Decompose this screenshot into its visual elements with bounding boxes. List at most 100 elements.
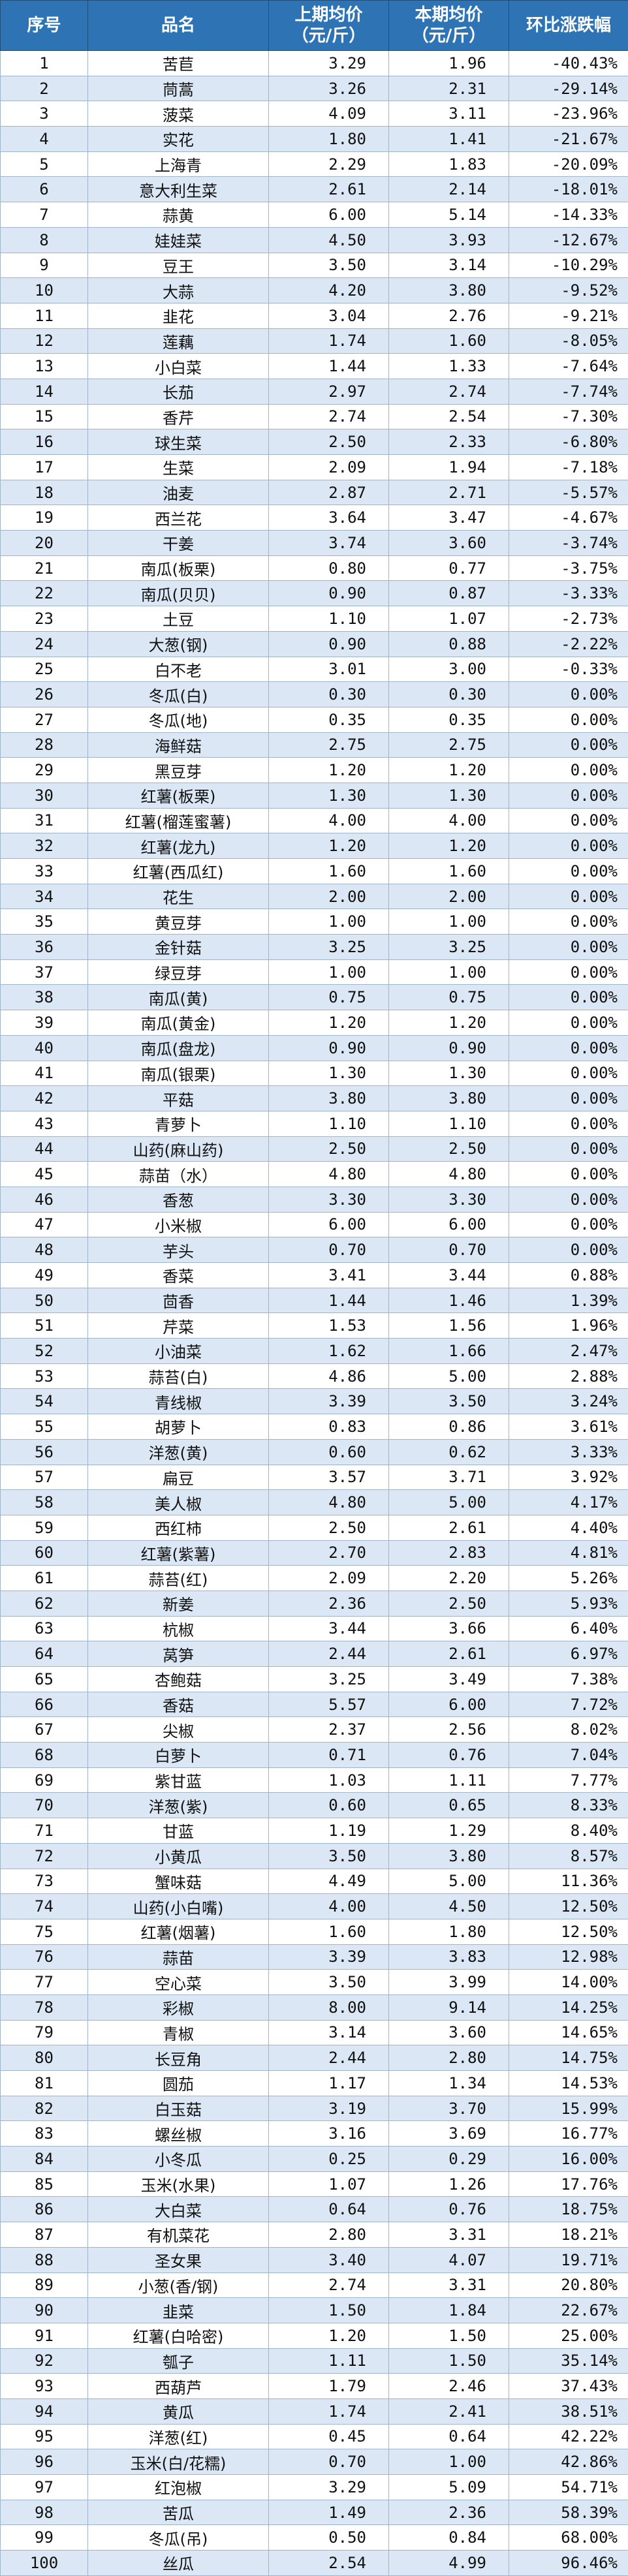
row-name: 南瓜(黄金) [88,1010,269,1036]
row-current-price: 1.50 [389,2323,509,2348]
row-current-price: 1.33 [389,354,509,379]
row-name: 丝瓜 [88,2551,269,2576]
row-index: 51 [1,1313,88,1339]
row-current-price: 1.94 [389,455,509,480]
row-name: 香菜 [88,1263,269,1288]
row-index: 96 [1,2449,88,2475]
row-previous-price: 0.90 [269,1035,389,1061]
row-current-price: 3.14 [389,253,509,278]
row-name: 山药(麻山药) [88,1136,269,1162]
row-change: 0.00% [509,1111,628,1136]
row-current-price: 0.75 [389,985,509,1010]
header-index: 序号 [1,1,88,51]
row-previous-price: 2.74 [269,404,389,429]
row-change: 4.40% [509,1515,628,1540]
row-previous-price: 1.20 [269,758,389,783]
row-previous-price: 2.36 [269,1591,389,1616]
row-previous-price: 1.20 [269,2323,389,2348]
row-previous-price: 3.80 [269,1086,389,1111]
row-index: 2 [1,76,88,101]
row-change: 8.33% [509,1793,628,1818]
row-previous-price: 2.70 [269,1540,389,1566]
row-name: 红薯(龙九) [88,833,269,859]
row-name: 上海青 [88,151,269,177]
row-name: 冬瓜(白) [88,682,269,707]
row-name: 西红柿 [88,1515,269,1540]
row-name: 紫甘蓝 [88,1767,269,1793]
row-previous-price: 2.74 [269,2273,389,2298]
row-current-price: 3.50 [389,1389,509,1414]
row-change: 11.36% [509,1869,628,1894]
row-change: 58.39% [509,2500,628,2525]
row-change: 6.97% [509,1641,628,1667]
row-previous-price: 0.30 [269,682,389,707]
row-current-price: 3.70 [389,2096,509,2121]
row-name: 美人椒 [88,1490,269,1515]
row-current-price: 2.00 [389,884,509,909]
row-index: 91 [1,2323,88,2348]
row-index: 28 [1,732,88,758]
row-name: 尖椒 [88,1717,269,1743]
row-current-price: 2.14 [389,177,509,202]
row-name: 花生 [88,884,269,909]
row-current-price: 4.07 [389,2247,509,2273]
row-change: 19.71% [509,2247,628,2273]
row-current-price: 0.35 [389,707,509,732]
row-name: 小油菜 [88,1339,269,1364]
row-name: 杭椒 [88,1616,269,1641]
row-previous-price: 0.90 [269,631,389,657]
row-current-price: 4.50 [389,1894,509,1919]
row-change: -7.74% [509,379,628,404]
row-index: 49 [1,1263,88,1288]
row-current-price: 1.56 [389,1313,509,1339]
row-index: 25 [1,657,88,682]
row-previous-price: 3.29 [269,2475,389,2500]
row-previous-price: 3.30 [269,1187,389,1212]
row-current-price: 5.00 [389,1869,509,1894]
row-name: 青线椒 [88,1389,269,1414]
row-change: -29.14% [509,76,628,101]
row-index: 37 [1,959,88,985]
row-index: 56 [1,1439,88,1465]
row-index: 14 [1,379,88,404]
row-name: 香葱 [88,1187,269,1212]
row-change: 1.39% [509,1288,628,1313]
row-change: 7.77% [509,1767,628,1793]
row-change: 0.00% [509,935,628,960]
row-previous-price: 3.19 [269,2096,389,2121]
row-current-price: 3.80 [389,278,509,303]
row-index: 94 [1,2398,88,2424]
row-change: 5.93% [509,1591,628,1616]
row-change: 16.77% [509,2121,628,2147]
row-name: 冬瓜(吊) [88,2525,269,2551]
row-name: 蒜苗（水） [88,1162,269,1187]
row-change: 18.21% [509,2222,628,2248]
row-change: 0.00% [509,1212,628,1237]
row-previous-price: 0.90 [269,581,389,606]
row-name: 青萝卜 [88,1111,269,1136]
row-previous-price: 1.80 [269,127,389,152]
row-change: 68.00% [509,2525,628,2551]
